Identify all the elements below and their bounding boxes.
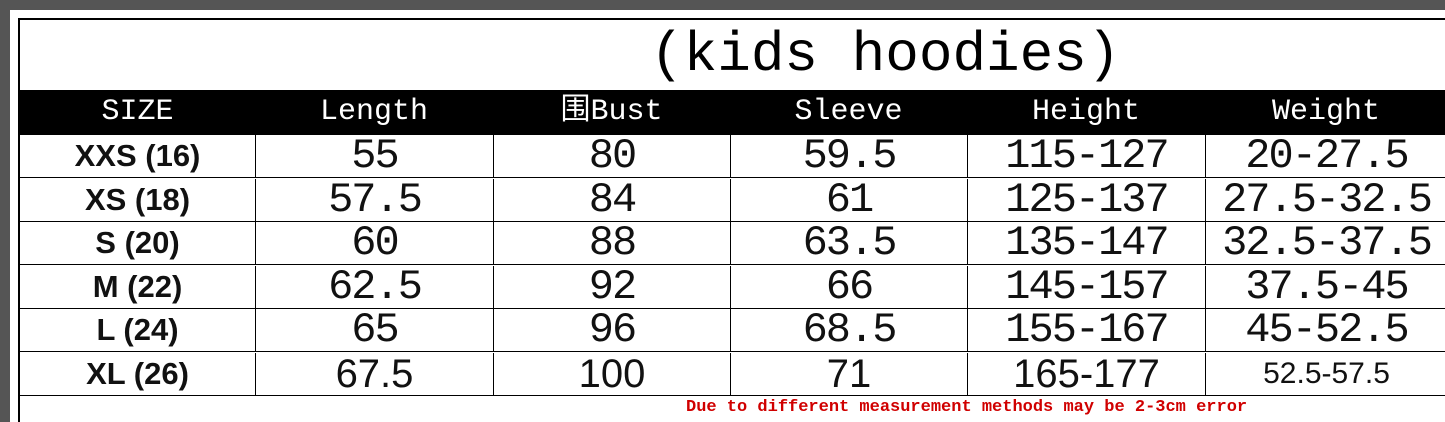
cell-bust: 100 xyxy=(493,352,730,395)
cell-length: 57.5 xyxy=(255,178,493,221)
cell-length: 55 xyxy=(255,135,493,177)
cell-size: XS (18) xyxy=(84,181,191,217)
cell-weight: 37.5-45 xyxy=(1205,265,1445,308)
cell-height: 165-177 xyxy=(967,352,1205,395)
cell-weight: 27.5-32.5 xyxy=(1205,178,1445,221)
cell-weight: 20-27.5 xyxy=(1205,135,1445,177)
cell-length: 67.5 xyxy=(255,352,493,395)
cell-length: 62.5 xyxy=(255,265,493,308)
size-chart: (kids hoodies) SIZE Length 围Bust Sleeve Heig… xyxy=(18,18,1445,422)
cell-height: 145-157 xyxy=(967,265,1205,308)
cell-size: XL (26) xyxy=(86,355,189,391)
cell-length: 60 xyxy=(255,222,493,264)
cell-sleeve: 61 xyxy=(730,178,967,221)
cell-bust: 92 xyxy=(493,265,730,308)
cell-sleeve: 63.5 xyxy=(730,222,967,264)
cell-height: 125-137 xyxy=(967,178,1205,221)
header-size: SIZE xyxy=(101,95,174,129)
cell-sleeve: 68.5 xyxy=(730,309,967,351)
cell-weight: 32.5-37.5 xyxy=(1205,222,1445,264)
cell-sleeve: 71 xyxy=(730,352,967,395)
table-row: M (22) 62.5 92 66 145-157 37.5-45 xyxy=(20,265,1445,309)
cell-length: 65 xyxy=(255,309,493,351)
cell-bust: 80 xyxy=(493,135,730,177)
cell-height: 155-167 xyxy=(967,309,1205,351)
cell-size: L (24) xyxy=(96,312,179,347)
table-row: XS (18) 57.5 84 61 125-137 27.5-32.5 xyxy=(20,178,1445,222)
table-row: XL (26) 67.5 100 71 165-177 52.5-57.5 xyxy=(20,352,1445,396)
cell-size: M (22) xyxy=(92,268,183,304)
table-row: XXS (16) 55 80 59.5 115-127 20-27.5 xyxy=(20,135,1445,178)
cell-height: 135-147 xyxy=(967,222,1205,264)
header-length: Length xyxy=(319,95,429,129)
cell-size: XXS (16) xyxy=(74,138,201,173)
cell-weight: 52.5-57.5 xyxy=(1205,352,1445,395)
measurement-note: Due to different measurement methods may… xyxy=(686,398,1248,417)
header-height: Height xyxy=(1031,95,1141,129)
cell-size: S (20) xyxy=(95,225,180,260)
table-row: L (24) 65 96 68.5 155-167 45-52.5 xyxy=(20,309,1445,352)
header-row: SIZE Length 围Bust Sleeve Height Weight xyxy=(20,90,1445,135)
cell-bust: 84 xyxy=(493,178,730,221)
cell-height: 115-127 xyxy=(967,135,1205,177)
title-text: (kids hoodies) xyxy=(650,23,1121,87)
chart-title: (kids hoodies) xyxy=(20,20,1445,90)
header-sleeve: Sleeve xyxy=(794,95,903,129)
cell-bust: 88 xyxy=(493,222,730,264)
header-weight: Weight xyxy=(1271,95,1381,129)
table-row: S (20) 60 88 63.5 135-147 32.5-37.5 xyxy=(20,222,1445,265)
cell-sleeve: 66 xyxy=(730,265,967,308)
cell-weight: 45-52.5 xyxy=(1205,309,1445,351)
header-bust: 围Bust xyxy=(560,95,663,129)
cell-bust: 96 xyxy=(493,309,730,351)
cell-sleeve: 59.5 xyxy=(730,135,967,177)
